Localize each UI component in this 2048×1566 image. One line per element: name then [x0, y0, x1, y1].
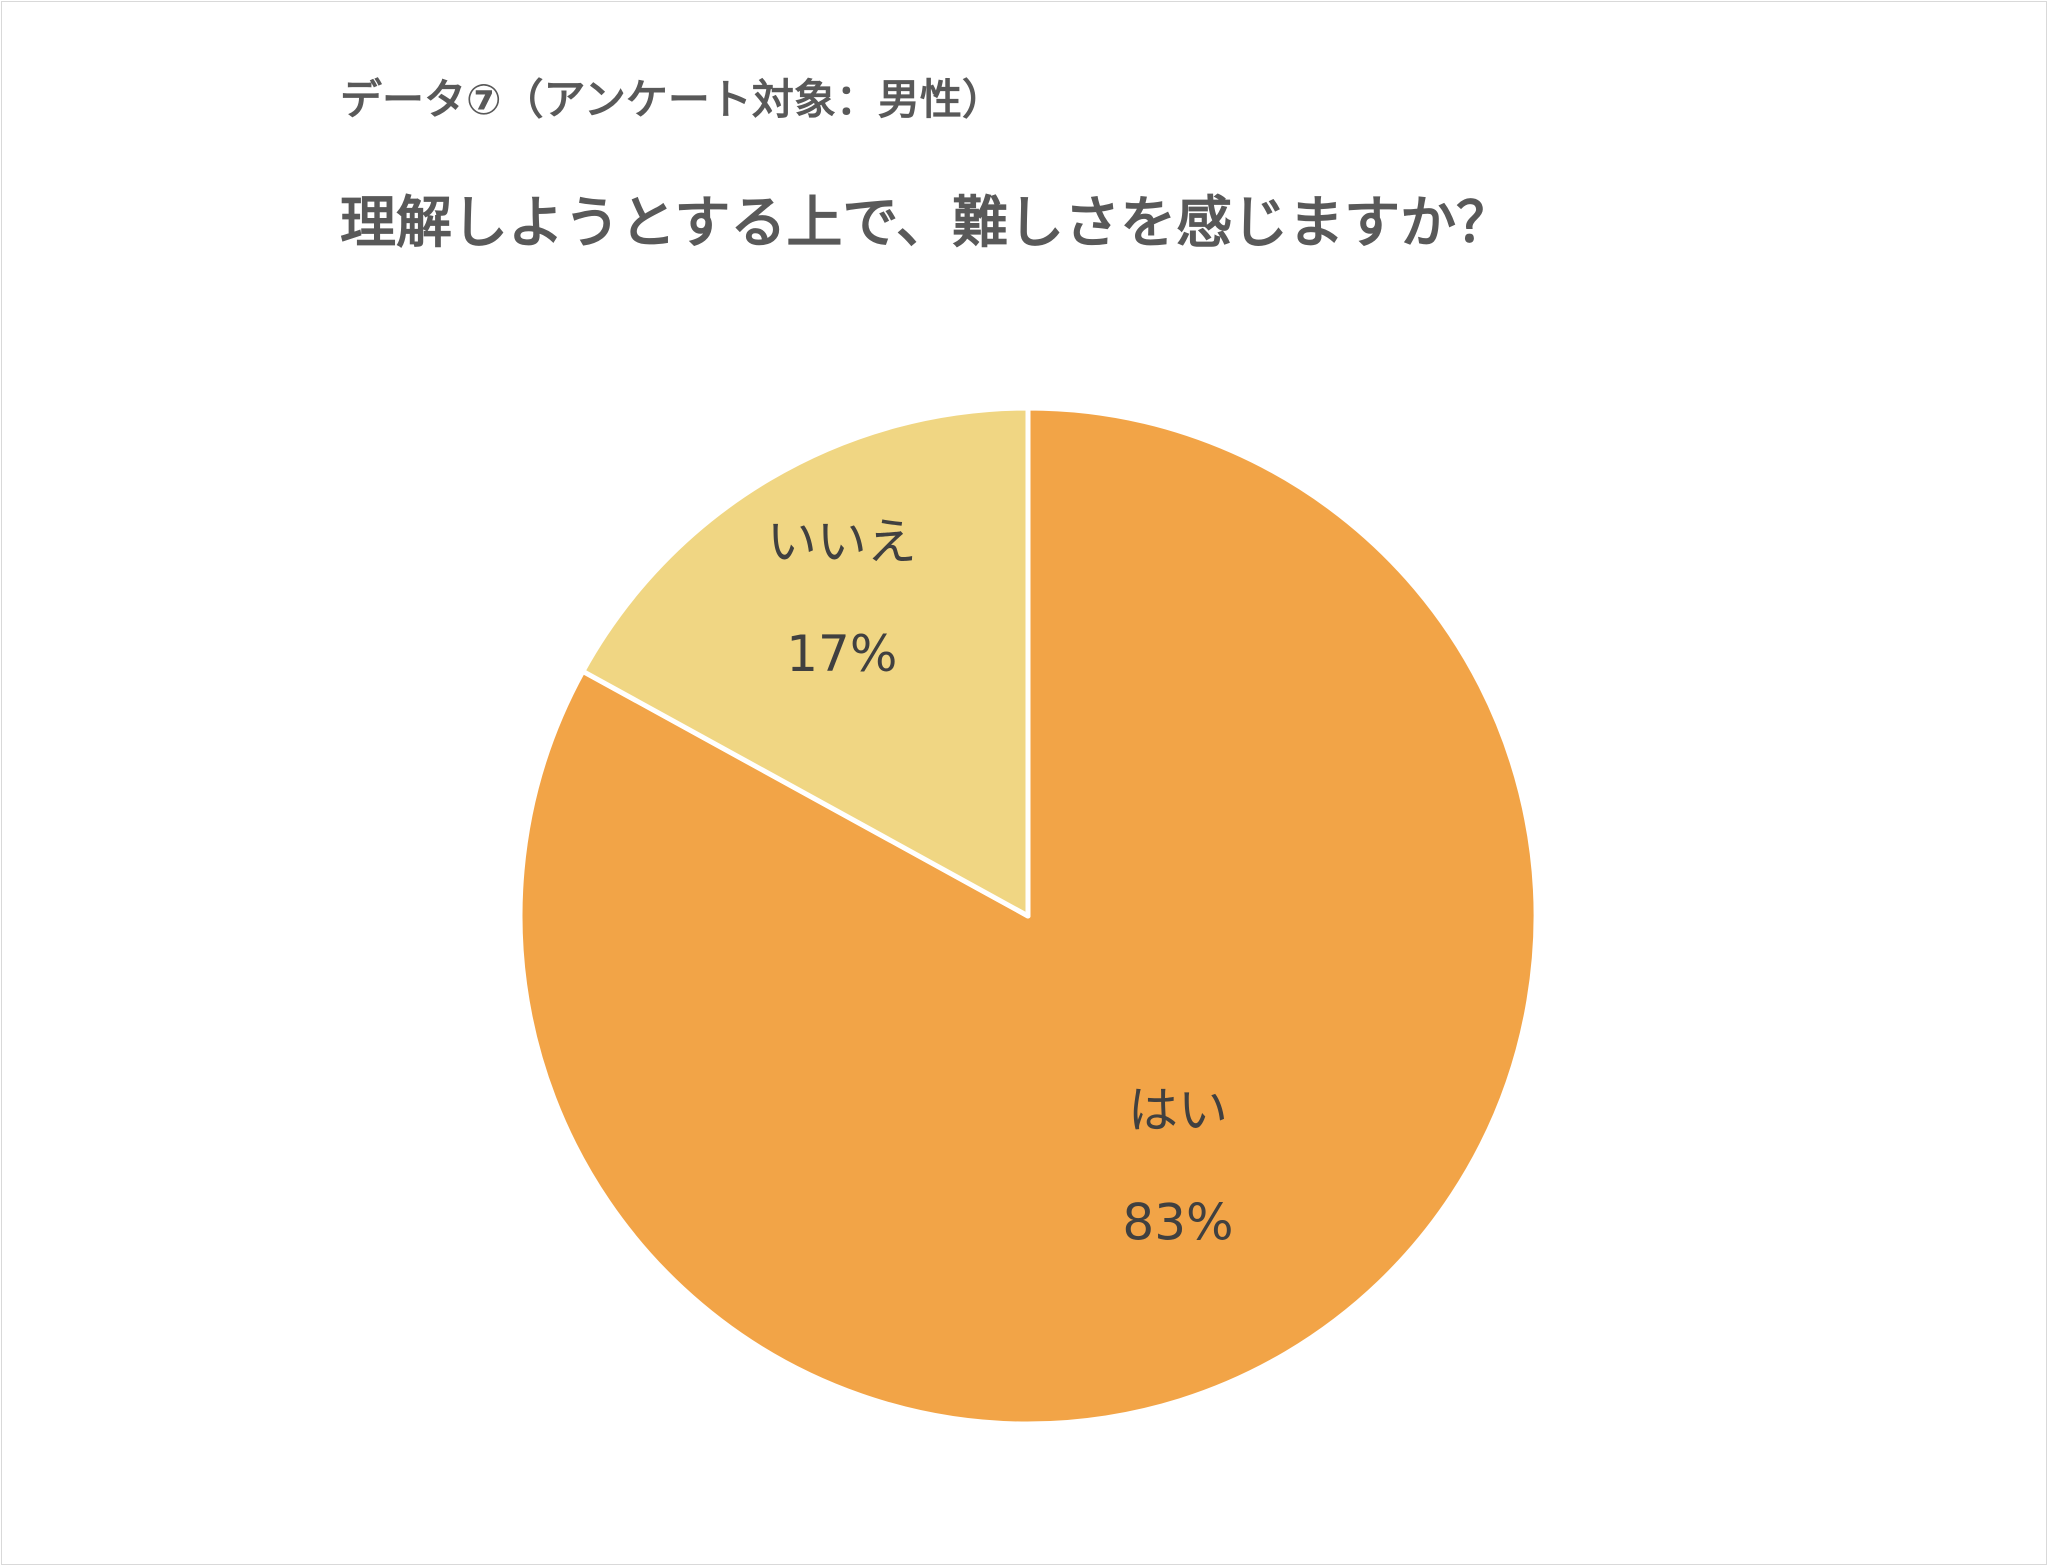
slice-value-no: 17%: [786, 625, 897, 683]
slice-label-yes: はい: [1128, 1082, 1228, 1140]
slice-label-no: いいえ: [767, 513, 917, 571]
slice-no: [580, 405, 1031, 919]
chart-subtitle: データ⑦（アンケート対象：男性）: [340, 75, 1004, 124]
chart-title: 理解しようとする上で、難しさを感じますか？: [340, 191, 1513, 256]
slice-value-yes: 83%: [1122, 1194, 1233, 1252]
